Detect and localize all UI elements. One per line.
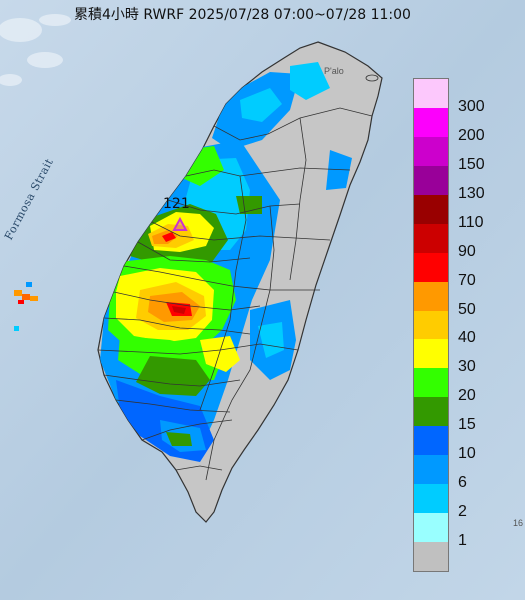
- legend-label: 10: [458, 445, 476, 463]
- max-rainfall-marker: [172, 216, 188, 231]
- max-rainfall-value: 121: [163, 196, 190, 212]
- legend-swatch: [414, 107, 448, 137]
- legend-swatch: [414, 455, 448, 485]
- legend-swatch: [414, 281, 448, 311]
- legend-swatch: [414, 484, 448, 514]
- legend-swatch: [414, 339, 448, 369]
- legend-swatch: [414, 79, 448, 108]
- legend-label: 1: [458, 532, 467, 550]
- legend-label: 150: [458, 155, 485, 173]
- legend-swatch: [414, 397, 448, 427]
- legend-label: 70: [458, 271, 476, 289]
- legend-label: 15: [458, 416, 476, 434]
- legend-label: 40: [458, 329, 476, 347]
- legend-swatch: [414, 426, 448, 456]
- guishan-island: [365, 74, 379, 82]
- legend-swatch: [414, 542, 448, 571]
- legend-swatch: [414, 194, 448, 224]
- southeast-label: 16: [513, 518, 524, 528]
- penghu-islands: [14, 282, 38, 331]
- legend-label: 6: [458, 474, 467, 492]
- legend-swatch: [414, 368, 448, 398]
- legend-label: 130: [458, 184, 485, 202]
- legend-colorbar: [413, 78, 449, 572]
- legend-swatch: [414, 310, 448, 340]
- legend-label: 20: [458, 387, 476, 405]
- legend-swatch: [414, 165, 448, 195]
- legend-labels: 300 200 150 130 110 90 70 50 40 30 20 15 10 6 2 1: [458, 78, 518, 570]
- rainfall-field: [100, 62, 352, 462]
- legend-label: 30: [458, 358, 476, 376]
- legend-label: 200: [458, 126, 485, 144]
- legend-swatch: [414, 252, 448, 282]
- map-title: 累積4小時 RWRF 2025/07/28 07:00~07/28 11:00: [74, 7, 411, 23]
- cloud-texture: [0, 14, 71, 86]
- legend-label: 300: [458, 97, 485, 115]
- legend-swatch: [414, 513, 448, 543]
- legend-label: 2: [458, 503, 467, 521]
- north-island-label: P'alo: [324, 66, 344, 76]
- boundary-lines: [97, 107, 373, 481]
- legend-label: 50: [458, 300, 476, 318]
- legend-swatch: [414, 136, 448, 166]
- legend-label: 90: [458, 242, 476, 260]
- legend-swatch: [414, 223, 448, 253]
- legend-label: 110: [458, 213, 484, 231]
